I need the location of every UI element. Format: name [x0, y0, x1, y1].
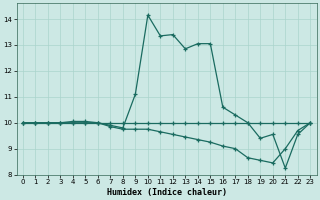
X-axis label: Humidex (Indice chaleur): Humidex (Indice chaleur): [107, 188, 227, 197]
